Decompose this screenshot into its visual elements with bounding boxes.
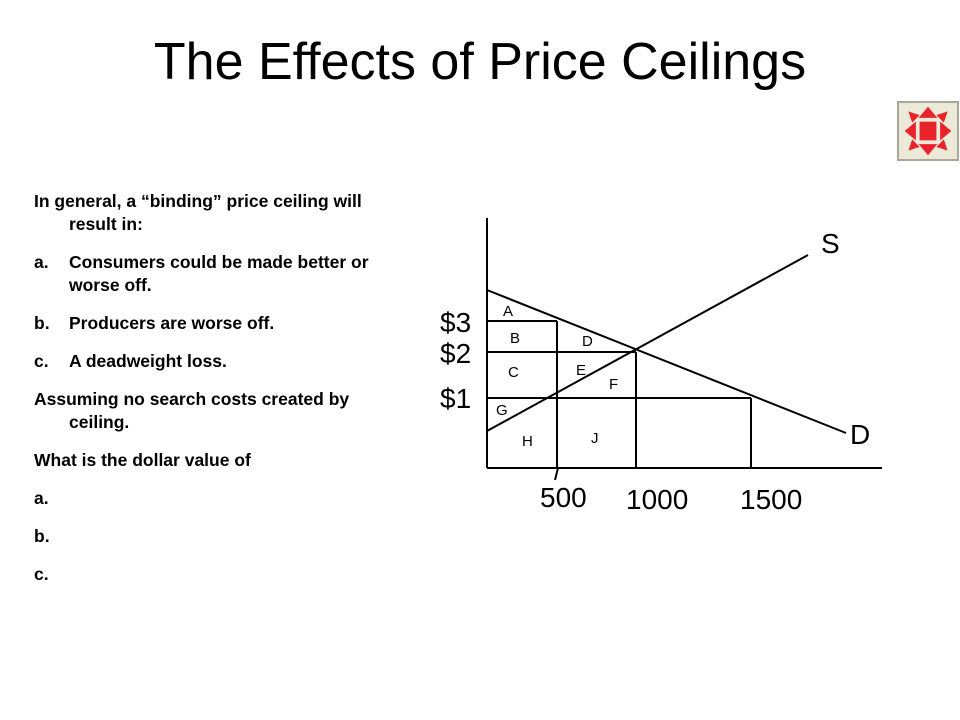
price-label-3: $3: [440, 307, 471, 338]
price-label-1: $1: [440, 383, 471, 414]
quantity-label-1000: 1000: [626, 484, 688, 515]
answer-c: c.: [34, 564, 49, 584]
demand-label: D: [850, 419, 870, 450]
result-item-c: c. A deadweight loss.: [34, 350, 394, 373]
assumption-text: Assuming no search costs created by ceil…: [34, 389, 350, 432]
result-text: Producers are worse off.: [69, 313, 275, 333]
result-text: A deadweight loss.: [69, 351, 227, 371]
area-label-c: C: [508, 364, 519, 381]
result-marker: c.: [34, 351, 49, 371]
area-label-b: B: [510, 330, 520, 347]
result-marker: b.: [34, 313, 50, 333]
area-label-a: A: [503, 303, 513, 320]
area-label-f: F: [609, 376, 618, 393]
area-label-h: H: [522, 433, 533, 450]
intro-text: In general, a “binding” price ceiling wi…: [34, 191, 362, 234]
answer-b: b.: [34, 526, 50, 546]
expand-arrows-icon[interactable]: [897, 101, 959, 161]
result-text: Consumers could be made better or worse …: [69, 252, 369, 295]
result-item-b: b. Producers are worse off.: [34, 312, 394, 335]
area-label-e: E: [576, 362, 586, 379]
area-label-d: D: [582, 333, 593, 350]
area-label-j: J: [591, 430, 599, 447]
quantity-label-500: 500: [540, 482, 587, 513]
price-label-2: $2: [440, 338, 471, 369]
quantity-label-1500: 1500: [740, 484, 802, 515]
supply-curve: [486, 254, 809, 432]
area-label-g: G: [496, 402, 508, 419]
demand-curve: [486, 289, 847, 434]
slide-title: The Effects of Price Ceilings: [153, 33, 807, 91]
expand-arrows-icon-graphic: [904, 106, 952, 156]
question-text: What is the dollar value of: [34, 450, 251, 470]
supply-label: S: [821, 228, 840, 259]
quantity-tick-500: [554, 467, 559, 481]
body-text: In general, a “binding” price ceiling wi…: [34, 190, 394, 601]
result-marker: a.: [34, 252, 49, 272]
answer-a: a.: [34, 488, 49, 508]
result-item-a: a. Consumers could be made better or wors…: [34, 251, 394, 297]
